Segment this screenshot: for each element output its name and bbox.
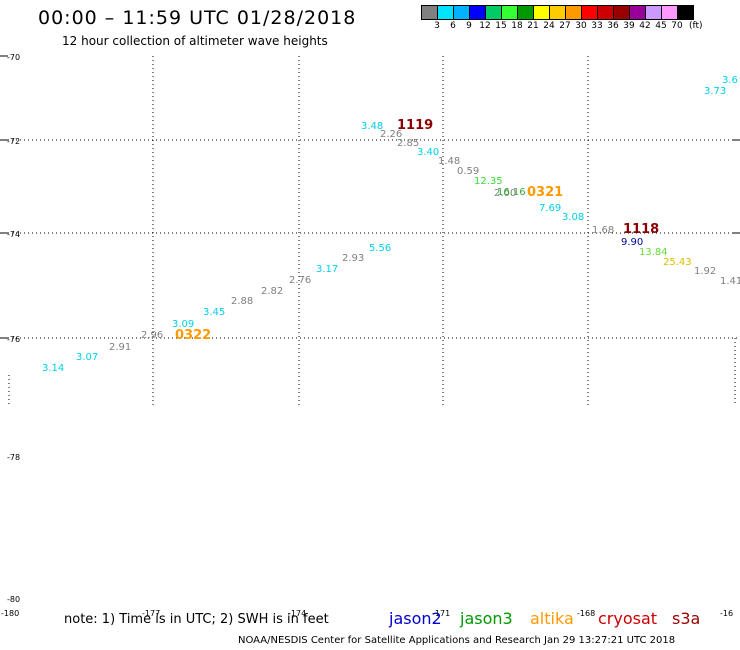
legend-unit: (ft) [689, 21, 703, 31]
legend-label: 18 [511, 21, 523, 31]
credit-line: NOAA/NESDIS Center for Satellite Applica… [238, 635, 676, 646]
swh-label: 3.40 [417, 147, 439, 158]
swh-label: 1.92 [694, 266, 716, 277]
lat-label: -70 [7, 53, 20, 62]
lon-label: -174 [288, 609, 306, 618]
swh-label: 2.91 [109, 342, 131, 353]
legend-label: 30 [575, 21, 587, 31]
legend-label: 21 [527, 21, 539, 31]
legend-label: 6 [450, 21, 456, 31]
legend-swatch [677, 5, 694, 20]
swh-label: 2.88 [231, 296, 253, 307]
swh-label: 5.56 [369, 243, 391, 254]
lat-label: -78 [7, 453, 20, 462]
swh-label: 1.68 [592, 225, 614, 236]
lon-label: -168 [577, 609, 595, 618]
swh-label: 1.48 [438, 156, 460, 167]
lat-label: -80 [7, 595, 20, 604]
swh-label: 12.35 [474, 176, 503, 187]
swh-label: 3.07 [76, 352, 98, 363]
swh-label: 25.43 [663, 257, 692, 268]
swh-label: 2.82 [261, 286, 283, 297]
legend-label: 42 [639, 21, 651, 31]
swh-label: 7.69 [539, 203, 561, 214]
swh-label: 3.08 [562, 212, 584, 223]
swh-label: 3.48 [361, 121, 383, 132]
footer-note: note: 1) Time is in UTC; 2) SWH is in fe… [64, 612, 329, 627]
swh-label: 2.00 [494, 188, 516, 199]
lon-label: -180 [1, 609, 19, 618]
legend-label: 45 [655, 21, 667, 31]
legend-label: 3 [434, 21, 440, 31]
satellite-s3a: s3a [672, 609, 701, 628]
map-title: 00:00 – 11:59 UTC 01/28/2018 [38, 7, 357, 29]
swh-label: 16.16 [497, 187, 526, 198]
swh-label: 3.6 [722, 75, 738, 86]
swh-label: 0.59 [457, 166, 479, 177]
swh-label: 13.84 [639, 247, 668, 258]
lon-label: -171 [432, 609, 450, 618]
color-scale-legend: (ft) 3 6 9 12 15 18 21 24 27 30 33 36 39 42 45 70 [421, 5, 740, 32]
swh-label: 3.45 [203, 307, 225, 318]
lon-label: -177 [142, 609, 160, 618]
swh-label: 2.26 [380, 129, 402, 140]
swh-label: 2.76 [289, 275, 311, 286]
swh-label: 0322 [175, 328, 211, 343]
satellite-jason3: jason3 [460, 609, 513, 628]
satellite-jason2: jason2 [389, 609, 442, 628]
lat-label: -76 [7, 335, 20, 344]
map-subtitle: 12 hour collection of altimeter wave hei… [62, 34, 328, 48]
satellite-cryosat: cryosat [598, 609, 658, 628]
legend-label: 12 [479, 21, 491, 31]
swh-label: 1119 [397, 118, 433, 133]
satellite-altika: altika [530, 609, 574, 628]
swh-label: 1.41 [720, 276, 740, 287]
legend-label: 24 [543, 21, 555, 31]
swh-label: 0321 [527, 185, 563, 200]
swh-label: 3.09 [172, 319, 194, 330]
legend-label: 70 [671, 21, 683, 31]
swh-label: 2.93 [342, 253, 364, 264]
legend-label: 27 [559, 21, 571, 31]
lat-label: -74 [7, 230, 20, 239]
swh-label: 3.17 [316, 264, 338, 275]
swh-label: 2.96 [141, 330, 163, 341]
legend-label: 39 [623, 21, 635, 31]
swh-label: 1118 [623, 222, 659, 237]
legend-label: 36 [607, 21, 619, 31]
swh-label: 2.85 [397, 138, 419, 149]
legend-label: 15 [495, 21, 507, 31]
swh-label: 3.14 [42, 363, 64, 374]
swh-label: 9.90 [621, 237, 643, 248]
lat-label: -72 [7, 137, 20, 146]
legend-label: 9 [466, 21, 472, 31]
legend-label: 33 [591, 21, 603, 31]
lon-label: -16 [720, 609, 733, 618]
swh-label: 3.73 [704, 86, 726, 97]
